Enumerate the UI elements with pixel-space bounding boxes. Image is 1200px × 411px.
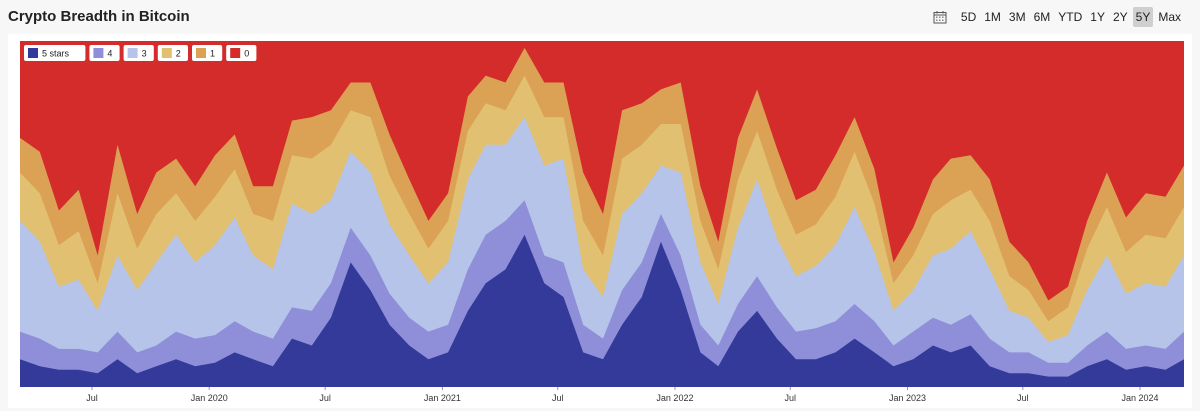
chart-title: Crypto Breadth in Bitcoin (8, 8, 190, 25)
legend-label: 5 stars (42, 49, 70, 59)
legend-swatch (28, 48, 38, 58)
range-selector: 5D 1M 3M 6M YTD 1Y 2Y 5Y Max (930, 6, 1184, 28)
legend-item-4[interactable]: 4 (89, 45, 120, 61)
x-tick-label: Jul (319, 393, 331, 403)
range-button-5d[interactable]: 5D (960, 10, 977, 24)
legend-item-2[interactable]: 2 (157, 45, 188, 61)
legend-label: 0 (244, 49, 249, 59)
range-button-1y[interactable]: 1Y (1090, 10, 1105, 24)
area-series-5-stars (20, 234, 1184, 387)
chart-area: Jul Jan 2020 Jul Jan 2021 Jul Jan 2022 Jul Jan … (8, 34, 1192, 408)
x-tick-label: Jul (552, 393, 564, 403)
x-tick-label: Jul (86, 393, 98, 403)
legend-item-3[interactable]: 3 (123, 45, 154, 61)
x-tick-label: Jan 2024 (1122, 393, 1159, 403)
x-tick-label: Jan 2021 (424, 393, 461, 403)
range-button-6m[interactable]: 6M (1033, 10, 1051, 24)
legend-item-0[interactable]: 0 (226, 45, 257, 61)
legend-swatch (127, 48, 138, 58)
x-tick-label: Jul (785, 393, 797, 403)
legend-swatch (161, 48, 172, 58)
x-tick-label: Jan 2020 (191, 393, 228, 403)
x-tick-label: Jan 2023 (889, 393, 926, 403)
range-button-5y[interactable]: 5Y (1132, 7, 1154, 27)
x-tick-label: Jan 2022 (656, 393, 693, 403)
legend-item-1[interactable]: 1 (192, 45, 223, 61)
range-button-ytd[interactable]: YTD (1058, 10, 1083, 24)
legend-label: 3 (142, 49, 147, 59)
range-button-2y[interactable]: 2Y (1112, 10, 1128, 24)
range-button-1m[interactable]: 1M (984, 10, 1001, 24)
x-tick-label: Jul (1017, 393, 1029, 403)
stacked-area-chart[interactable]: Jul Jan 2020 Jul Jan 2021 Jul Jan 2022 Jul Jan … (8, 34, 1192, 408)
legend-label: 1 (210, 49, 215, 59)
chart-header: Crypto Breadth in Bitcoin 5D 1M 3M 6M YT… (8, 6, 1192, 30)
legend-item-5-stars[interactable]: 5 stars (24, 45, 86, 61)
legend-swatch (196, 48, 206, 58)
range-button-max[interactable]: Max (1158, 10, 1181, 24)
legend-label: 2 (176, 49, 181, 59)
calendar-icon[interactable] (930, 7, 950, 27)
legend-swatch (93, 48, 104, 58)
legend-swatch (230, 48, 241, 58)
area-series-4 (20, 200, 1184, 387)
legend-label: 4 (107, 49, 112, 59)
range-button-3m[interactable]: 3M (1008, 10, 1026, 24)
